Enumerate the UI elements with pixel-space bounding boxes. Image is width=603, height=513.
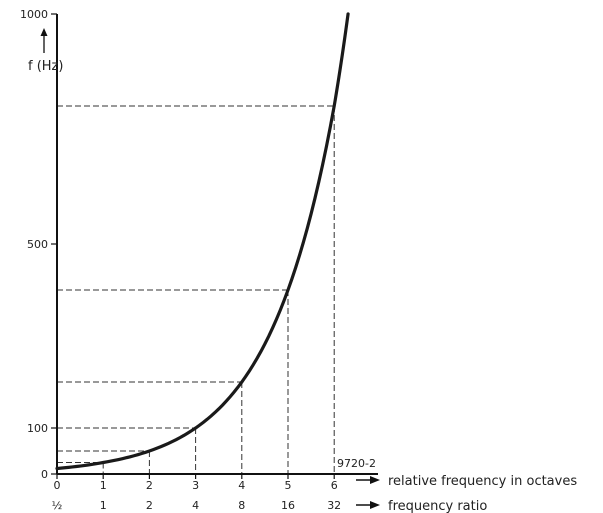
x-tick-octave-label: 4: [238, 479, 245, 492]
x-label-octaves-group: relative frequency in octaves: [356, 474, 577, 489]
y-axis-label: f (Hz): [28, 59, 63, 74]
x-label-ratio-group: frequency ratio: [356, 499, 487, 513]
x-tick-ratio-label: ½: [52, 499, 63, 512]
x-tick-ratio-label: 4: [192, 499, 199, 512]
x-tick-ratio-label: 1: [100, 499, 107, 512]
x-tick-octave-label: 0: [54, 479, 61, 492]
x-tick-octave-label: 2: [146, 479, 153, 492]
x-tick-ratio-label: 2: [146, 499, 153, 512]
y-axis-label-group: f (Hz): [28, 28, 63, 74]
octaves-arrow-icon: [370, 476, 380, 484]
frequency-curve: [55, 12, 350, 471]
y-tick-label: 1000: [20, 8, 48, 21]
x-tick-ratio-label: 8: [238, 499, 245, 512]
x-tick-octave-label: 5: [285, 479, 292, 492]
x-label-octaves: relative frequency in octaves: [388, 474, 577, 489]
x-tick-octave-label: 1: [100, 479, 107, 492]
x-tick-octave-label: 3: [192, 479, 199, 492]
ratio-arrow-icon: [370, 501, 380, 509]
y-tick-label: 500: [27, 238, 48, 251]
x-label-ratio: frequency ratio: [388, 499, 487, 513]
x-tick-octave-label: 6: [331, 479, 338, 492]
guide-lines: [57, 105, 335, 474]
x-ticks: 0 ½ 1 1 2 2 3 4 4 8 5 16 6 32: [52, 474, 341, 512]
x-tick-ratio-label: 32: [327, 499, 341, 512]
y-tick-label: 100: [27, 422, 48, 435]
annotation-label: 9720-2: [337, 457, 376, 470]
y-tick-label: 0: [41, 468, 48, 481]
y-arrow-icon: [40, 28, 48, 36]
x-tick-ratio-label: 16: [281, 499, 295, 512]
